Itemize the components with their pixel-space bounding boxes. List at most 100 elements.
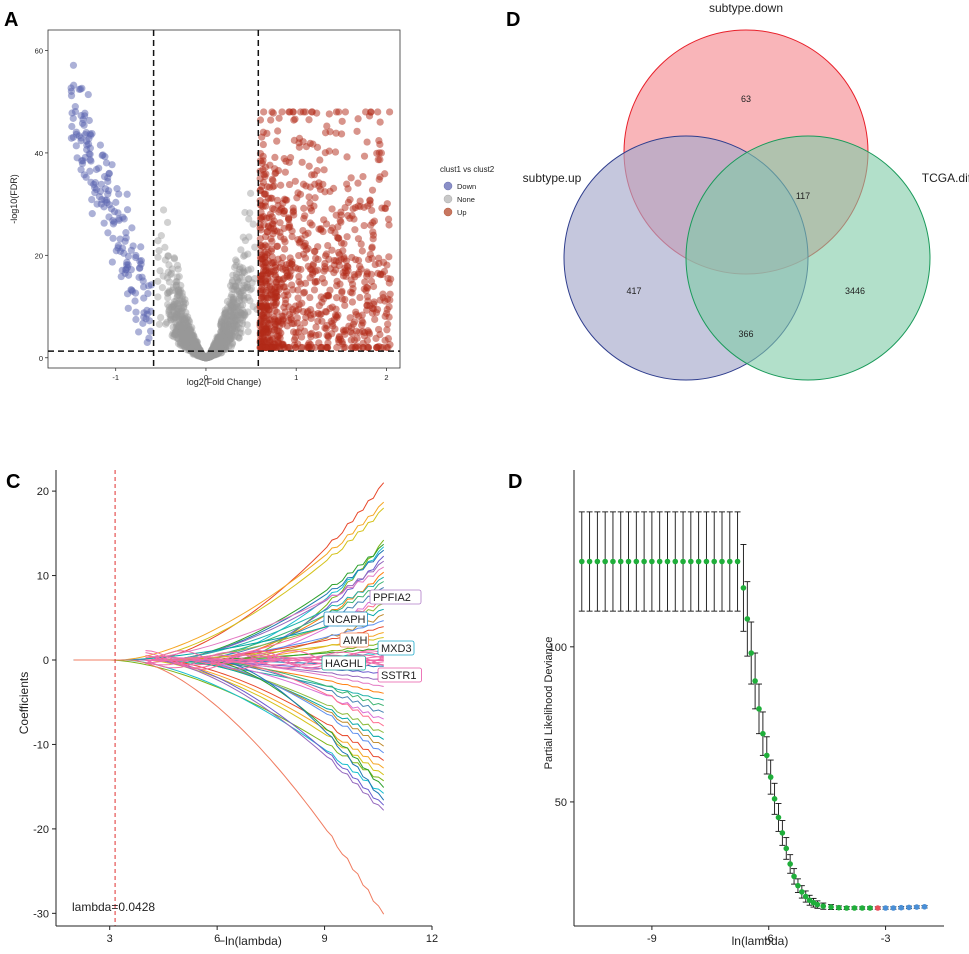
volcano-point-up <box>358 247 366 255</box>
volcano-point-none <box>196 350 204 358</box>
volcano-point-none <box>182 339 190 347</box>
volcano-point-none <box>204 353 212 362</box>
volcano-point-up <box>281 245 289 253</box>
volcano-point-none <box>172 319 180 327</box>
volcano-point-none <box>224 316 232 324</box>
volcano-point-none <box>170 255 179 263</box>
volcano-point-none <box>219 333 227 341</box>
volcano-point-none <box>208 350 216 358</box>
volcano-point-none <box>226 330 234 338</box>
volcano-point-up <box>291 115 299 123</box>
volcano-point-none <box>176 288 184 297</box>
cv-point <box>672 558 679 565</box>
volcano-point-none <box>222 324 230 332</box>
volcano-point-none <box>187 333 195 341</box>
volcano-point-none <box>232 311 240 319</box>
volcano-point-none <box>193 338 201 346</box>
volcano-point-none <box>164 268 172 276</box>
volcano-point-none <box>217 339 225 347</box>
volcano-point-none <box>173 291 182 300</box>
cv-point <box>649 558 655 565</box>
volcano-point-none <box>236 274 244 282</box>
cv-point <box>719 558 725 565</box>
volcano-point-none <box>200 353 208 361</box>
volcano-point-none <box>202 354 210 362</box>
volcano-point-none <box>189 343 197 351</box>
volcano-point-none <box>241 236 250 245</box>
volcano-point-none <box>232 303 240 312</box>
volcano-point-none <box>239 286 247 294</box>
volcano-point-none <box>232 256 240 264</box>
cv-point <box>814 901 821 908</box>
volcano-point-down <box>121 237 129 245</box>
volcano-point-none <box>221 338 229 347</box>
cv-point <box>767 774 774 780</box>
volcano-point-up <box>385 313 393 321</box>
volcano-point-none <box>189 334 197 343</box>
volcano-point-none <box>199 352 207 360</box>
volcano-point-none <box>200 353 208 361</box>
cv-point <box>656 558 663 565</box>
volcano-point-none <box>225 329 233 337</box>
volcano-point-up <box>263 228 271 236</box>
volcano-point-none <box>203 353 212 361</box>
volcano-point-none <box>198 352 206 360</box>
volcano-point-none <box>177 304 185 313</box>
volcano-point-none <box>213 342 221 350</box>
volcano-x-label: log2(Fold Change) <box>187 377 262 387</box>
volcano-point-none <box>201 353 209 361</box>
volcano-point-none <box>187 344 196 353</box>
volcano-point-none <box>188 340 196 348</box>
volcano-point-up <box>353 127 361 135</box>
volcano-point-none <box>166 313 174 322</box>
volcano-point-none <box>182 319 190 327</box>
venn-diagram: subtype.down subtype.up TCGA.diff 63 417… <box>523 1 969 381</box>
volcano-point-none <box>172 307 181 316</box>
volcano-point-none <box>223 320 232 328</box>
volcano-point-none <box>189 342 197 350</box>
volcano-point-up <box>371 315 379 323</box>
volcano-point-none <box>172 304 181 312</box>
volcano-point-none <box>222 326 230 334</box>
volcano-point-none <box>204 353 212 361</box>
volcano-point-none <box>204 351 213 360</box>
volcano-point-none <box>230 299 238 307</box>
volcano-point-up <box>313 143 322 151</box>
volcano-point-none <box>220 336 228 344</box>
volcano-point-up <box>310 286 319 294</box>
volcano-point-none <box>231 317 239 325</box>
volcano-point-none <box>231 305 239 313</box>
volcano-point-none <box>197 352 205 360</box>
volcano-point-none <box>172 297 180 305</box>
volcano-point-up <box>383 343 391 352</box>
volcano-point-none <box>218 315 226 323</box>
volcano-point-none <box>212 343 220 351</box>
volcano-point-none <box>176 333 184 341</box>
volcano-point-none <box>183 336 191 344</box>
volcano-point-down <box>88 195 96 204</box>
volcano-point-none <box>173 273 181 281</box>
volcano-point-up <box>373 149 381 157</box>
volcano-point-down <box>143 338 151 346</box>
volcano-point-none <box>205 352 214 360</box>
volcano-point-none <box>229 293 237 302</box>
volcano-point-none <box>194 350 202 358</box>
volcano-point-none <box>183 324 191 332</box>
volcano-point-none <box>221 315 229 323</box>
volcano-point-none <box>187 337 195 345</box>
volcano-point-none <box>193 346 201 355</box>
volcano-point-up <box>306 219 314 227</box>
volcano-point-none <box>217 319 225 327</box>
volcano-point-none <box>211 348 220 356</box>
volcano-point-none <box>228 328 236 337</box>
volcano-point-none <box>231 283 239 291</box>
volcano-point-none <box>202 354 210 362</box>
volcano-point-none <box>212 339 220 347</box>
volcano-point-none <box>195 350 203 358</box>
venn-label-tcga-diff: TCGA.diff <box>922 171 969 185</box>
volcano-point-none <box>206 352 214 360</box>
cv-point <box>787 861 793 867</box>
volcano-point-none <box>231 321 239 329</box>
volcano-point-none <box>213 341 221 349</box>
